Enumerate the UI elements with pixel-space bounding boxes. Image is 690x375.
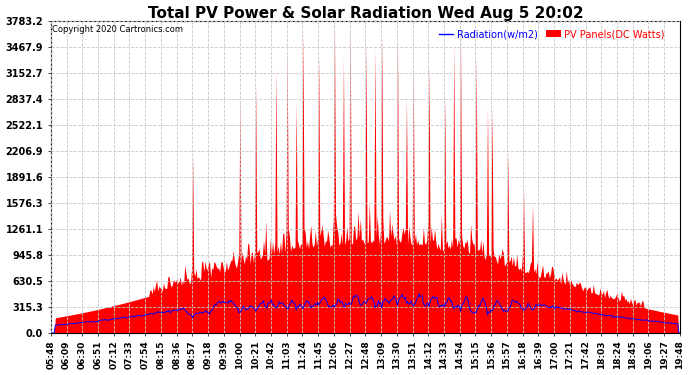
Text: Copyright 2020 Cartronics.com: Copyright 2020 Cartronics.com (52, 25, 183, 34)
Title: Total PV Power & Solar Radiation Wed Aug 5 20:02: Total PV Power & Solar Radiation Wed Aug… (148, 6, 583, 21)
Legend: Radiation(w/m2), PV Panels(DC Watts): Radiation(w/m2), PV Panels(DC Watts) (435, 26, 669, 43)
